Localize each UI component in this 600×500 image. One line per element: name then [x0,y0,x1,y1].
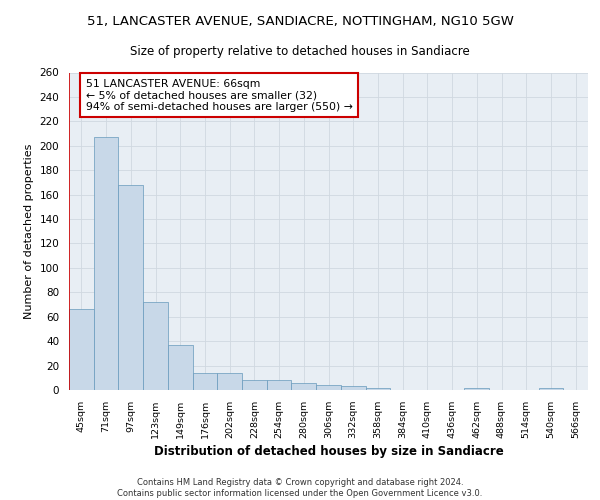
Text: 51, LANCASTER AVENUE, SANDIACRE, NOTTINGHAM, NG10 5GW: 51, LANCASTER AVENUE, SANDIACRE, NOTTING… [86,15,514,28]
Bar [365,388,390,390]
Bar [69,310,94,390]
Bar [143,302,168,390]
Bar [292,382,316,390]
Bar [94,137,118,390]
X-axis label: Distribution of detached houses by size in Sandiacre: Distribution of detached houses by size … [154,445,503,458]
Text: Size of property relative to detached houses in Sandiacre: Size of property relative to detached ho… [130,45,470,58]
Bar [242,380,267,390]
Text: Contains HM Land Registry data © Crown copyright and database right 2024.
Contai: Contains HM Land Registry data © Crown c… [118,478,482,498]
Bar [341,386,365,390]
Text: 51 LANCASTER AVENUE: 66sqm
← 5% of detached houses are smaller (32)
94% of semi-: 51 LANCASTER AVENUE: 66sqm ← 5% of detac… [86,78,353,112]
Y-axis label: Number of detached properties: Number of detached properties [24,144,34,319]
Bar [217,373,242,390]
Bar [539,388,563,390]
Bar [168,345,193,390]
Bar [267,380,292,390]
Bar [118,185,143,390]
Bar [316,385,341,390]
Bar [464,388,489,390]
Bar [193,373,217,390]
